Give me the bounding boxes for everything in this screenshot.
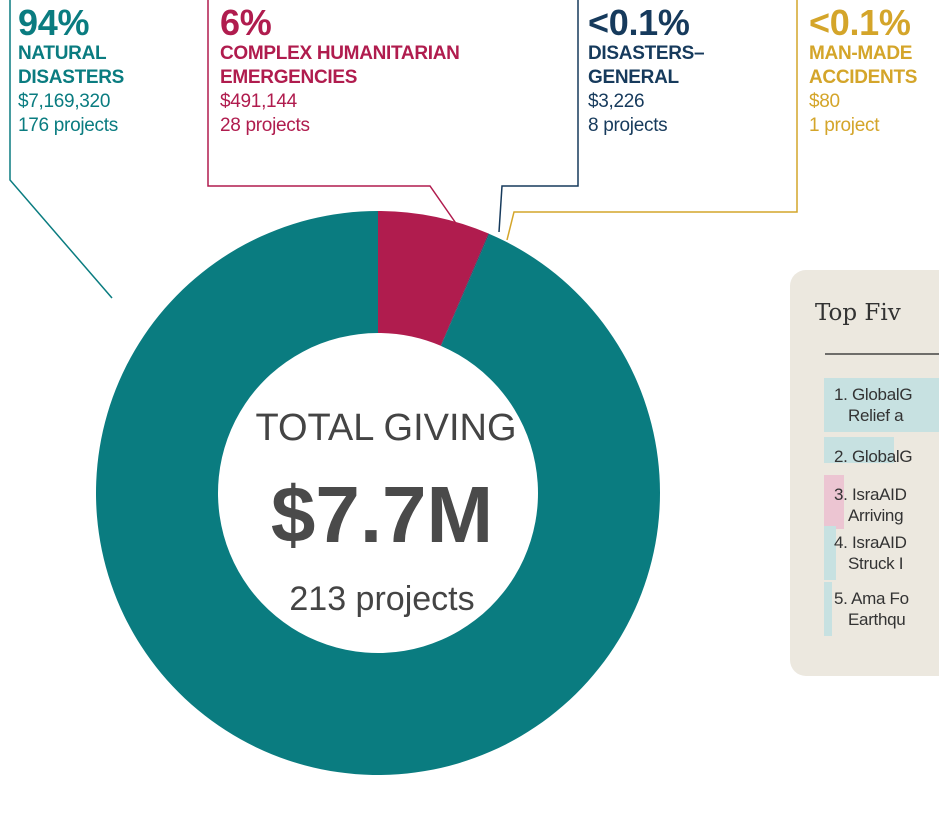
amount-label: $491,144 <box>220 91 297 112</box>
category-label: NATURAL DISASTERS <box>18 43 125 88</box>
panel-item-line: 3. IsraAID <box>834 485 907 504</box>
item-bar <box>824 582 832 636</box>
panel-item-line: 1. GlobalG <box>834 385 913 404</box>
panel-item-line: 5. Ama Fo <box>834 589 909 608</box>
project-label: 8 projects <box>588 115 668 136</box>
slice <box>440 233 490 346</box>
amount-label: $80 <box>809 91 840 112</box>
slice-label: <0.1% MAN-MADE ACCIDENTS $80 1 project <box>809 4 939 138</box>
panel-item: 1. GlobalG Relief a <box>834 384 913 426</box>
panel-title: Top Fiv <box>815 300 901 326</box>
center-total: $7.7M <box>271 470 493 559</box>
percent-label: <0.1% <box>588 2 690 43</box>
slice <box>378 211 489 346</box>
panel-item-line: 2. GlobalG <box>834 447 913 466</box>
slice-label: <0.1% DISASTERS–GENERAL $3,226 8 projects <box>588 2 705 138</box>
panel-item-line: 4. IsraAID <box>834 533 907 552</box>
project-label: 176 projects <box>18 115 118 136</box>
slice <box>441 233 490 346</box>
percent-label: 6% <box>220 2 272 43</box>
slice-label: 6% COMPLEX HUMANITARIAN EMERGENCIES $491,1… <box>220 4 540 138</box>
center-title: TOTAL GIVING <box>255 407 516 449</box>
leader-line <box>506 0 798 241</box>
amount-label: $3,226 <box>588 91 645 112</box>
slice <box>96 211 660 775</box>
percent-label: <0.1% <box>809 2 911 43</box>
item-bar <box>824 475 844 529</box>
panel-item-line: Struck I <box>848 554 904 573</box>
category-label: COMPLEX HUMANITARIAN EMERGENCIES <box>220 43 460 88</box>
panel-item: 5. Ama Fo Earthqu <box>834 588 909 630</box>
panel-item: 3. IsraAID Arriving <box>834 484 907 526</box>
category-label: DISASTERS–GENERAL <box>588 43 705 88</box>
panel-item-line: Arriving <box>848 506 904 525</box>
project-label: 1 project <box>809 115 880 136</box>
item-bar <box>824 526 836 580</box>
project-label: 28 projects <box>220 115 310 136</box>
amount-label: $7,169,320 <box>18 91 111 112</box>
panel-item-line: Earthqu <box>848 610 906 629</box>
center-projects: 213 projects <box>289 580 474 618</box>
leader-line <box>498 0 579 233</box>
leader-line <box>9 0 113 299</box>
category-label: MAN-MADE ACCIDENTS <box>809 43 918 88</box>
panel-item: 2. GlobalG <box>834 446 913 467</box>
panel-item: 4. IsraAID Struck I <box>834 532 907 574</box>
leader-line <box>207 0 463 233</box>
panel-item-line: Relief a <box>848 406 904 425</box>
item-bar <box>824 378 939 432</box>
item-bar <box>824 437 894 463</box>
percent-label: 94% <box>18 2 90 43</box>
slice-label: 94% NATURAL DISASTERS $7,169,320 176 projec… <box>18 4 168 138</box>
